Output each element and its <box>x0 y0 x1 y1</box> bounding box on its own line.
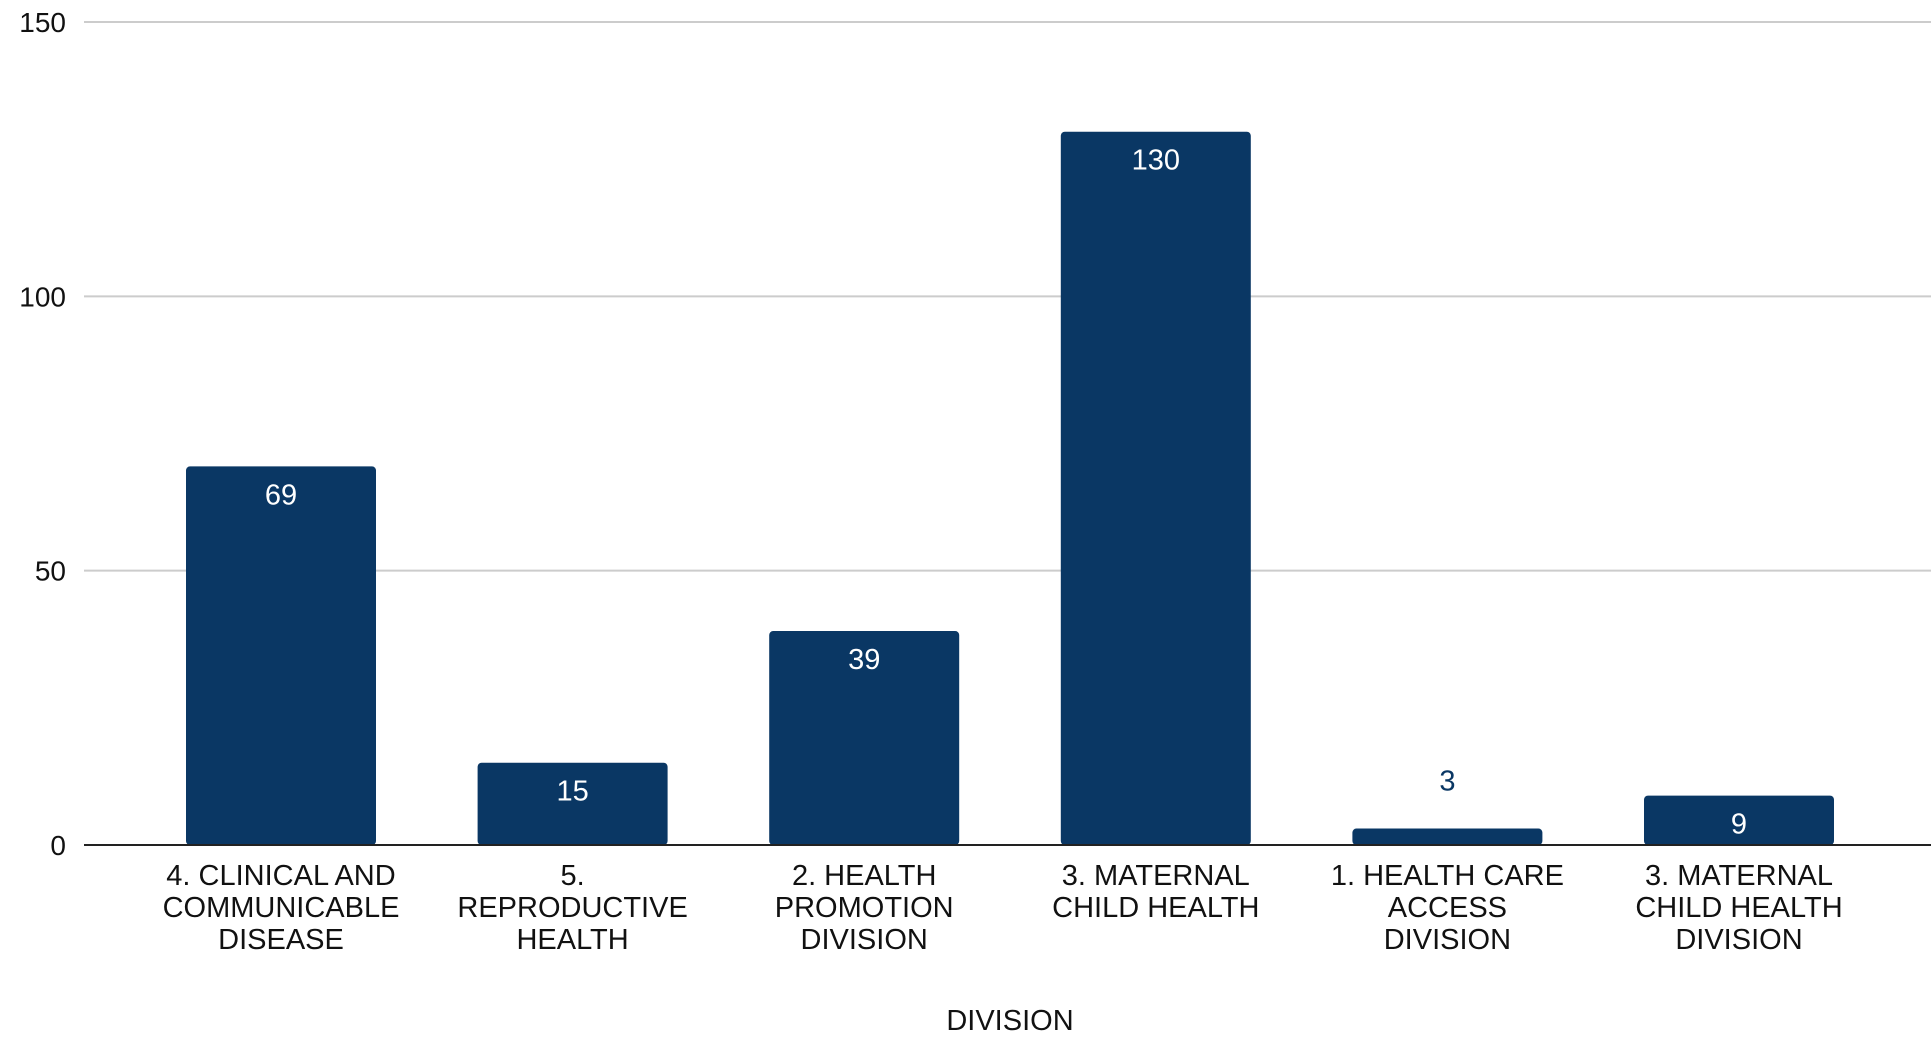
x-tick-label: 5. REPRODUCTIVE HEALTH <box>457 860 687 956</box>
x-tick-label: 2. HEALTH PROMOTION DIVISION <box>775 860 954 956</box>
x-axis-title: DIVISION <box>946 1005 1073 1036</box>
bar <box>1352 828 1543 845</box>
gridlines <box>84 21 1931 572</box>
data-label: 69 <box>265 479 297 511</box>
data-label: 15 <box>556 776 588 808</box>
bars <box>186 131 1834 845</box>
x-tick-label: 3. MATERNAL CHILD HEALTH DIVISION <box>1635 860 1842 956</box>
x-tick-label: 4. CLINICAL AND COMMUNICABLE DISEASE <box>163 860 400 956</box>
bar <box>769 631 960 845</box>
data-label: 39 <box>848 644 880 676</box>
data-label: 3 <box>1439 766 1455 798</box>
y-tick-label: 50 <box>35 556 66 587</box>
bar <box>477 762 668 845</box>
bar <box>1644 795 1834 845</box>
x-axis-ticks: 4. CLINICAL AND COMMUNICABLE DISEASE 5. REPR… <box>163 860 1843 956</box>
y-tick-label: 0 <box>50 830 66 861</box>
x-tick-label: 1. HEALTH CARE ACCESS DIVISION <box>1331 860 1564 956</box>
bar <box>186 466 376 845</box>
y-axis-ticks: 0 50 100 150 <box>19 7 66 861</box>
data-label: 9 <box>1731 809 1747 841</box>
bar <box>1060 131 1251 845</box>
y-tick-label: 150 <box>19 7 66 38</box>
data-label: 130 <box>1132 145 1180 177</box>
x-tick-label: 3. MATERNAL CHILD HEALTH <box>1052 860 1259 924</box>
y-tick-label: 100 <box>19 281 66 312</box>
